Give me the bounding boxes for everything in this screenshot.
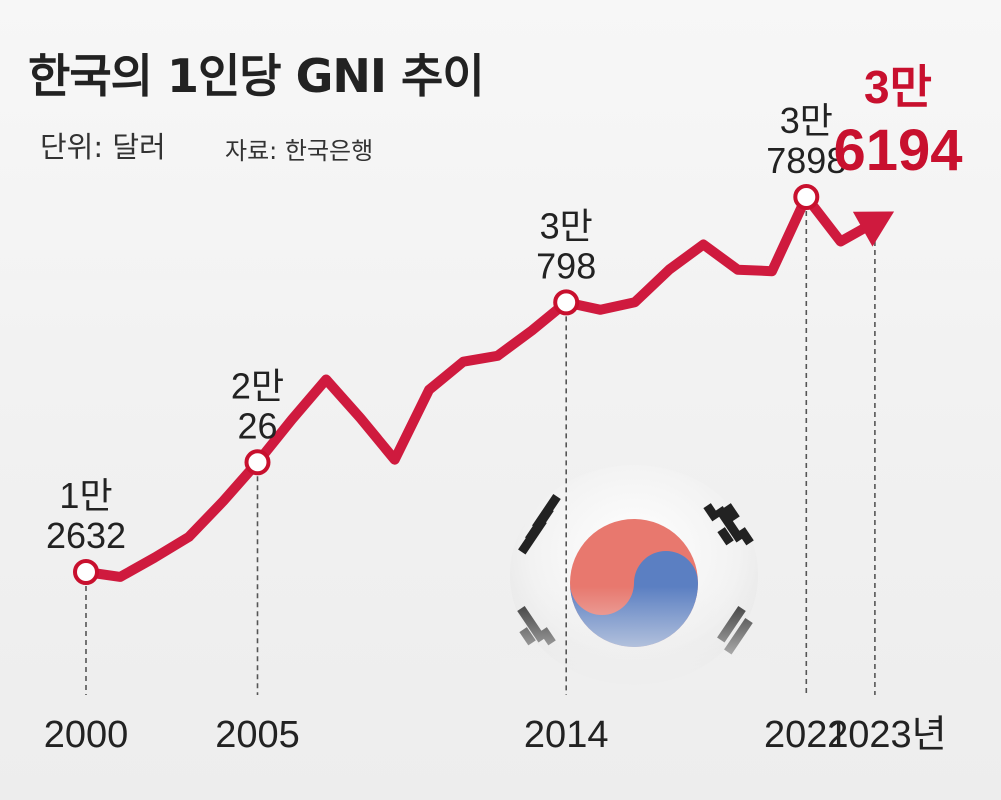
data-label-2005-line2: 26 [237, 405, 277, 446]
data-label-2021-line1: 3만 [780, 100, 833, 141]
data-label-2000-line1: 1만 [59, 475, 112, 516]
source-label: 자료: 한국은행 [225, 137, 374, 165]
data-label-2014-line2: 798 [536, 245, 596, 286]
x-tick-2023: 2023년 [827, 714, 947, 756]
x-tick-2000: 2000 [44, 714, 129, 756]
point-marker-2014 [553, 289, 580, 316]
arrow-head-icon [852, 211, 895, 247]
data-label-2005-line1: 2만 [231, 365, 284, 406]
x-tick-2014: 2014 [524, 714, 609, 756]
chart-title: 한국의 1인당 GNI 추이 [28, 49, 485, 103]
data-label-2000-line2: 2632 [46, 515, 126, 556]
korean-flag-icon [500, 460, 770, 690]
point-marker-2021 [793, 184, 820, 210]
data-label-2021-line2: 7898 [766, 140, 846, 181]
guide-lines [85, 211, 876, 695]
point-marker-2005 [244, 449, 271, 476]
series-line [81, 192, 877, 582]
point-marker-2000 [73, 559, 99, 585]
x-tick-2005: 2005 [215, 714, 300, 756]
x-tick-2021: 2021 [764, 714, 849, 756]
data-label-2023-line2: 6194 [833, 118, 962, 183]
unit-label: 단위: 달러 [40, 130, 166, 164]
point-markers [73, 184, 820, 585]
data-label-2014-line1: 3만 [540, 205, 593, 246]
data-label-2023-line1: 3만 [864, 61, 932, 113]
